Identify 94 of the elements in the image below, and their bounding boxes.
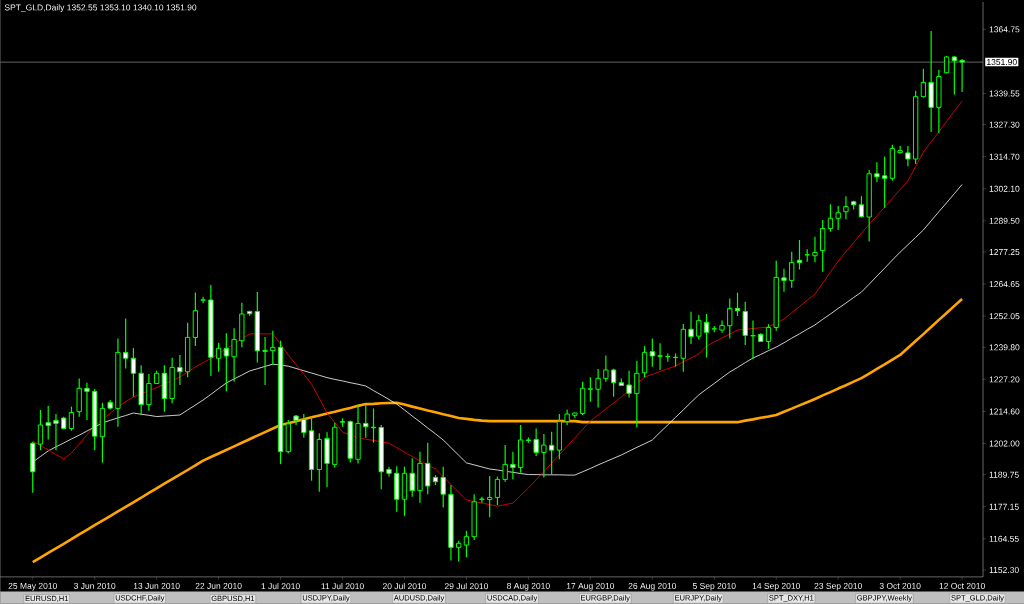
candlestick [76, 377, 82, 418]
y-tick-label: 1302.10 [989, 185, 1020, 192]
candlestick [827, 203, 834, 233]
candlestick [200, 296, 206, 304]
candlestick [626, 370, 632, 399]
candlestick [53, 413, 59, 451]
candlestick [262, 336, 268, 386]
y-tick-label: 1364.75 [989, 26, 1020, 33]
x-tick-label: 23 Sep 2010 [814, 582, 862, 591]
candlestick [703, 313, 710, 359]
candlestick [270, 330, 276, 366]
y-tick-label: 1252.05 [989, 313, 1020, 320]
y-tick-label: 1189.75 [989, 471, 1019, 478]
x-tick-label: 1 Jul 2010 [261, 582, 300, 590]
x-tick-label: 12 Oct 2010 [939, 582, 985, 589]
candlestick [959, 58, 965, 93]
candlestick [812, 236, 818, 263]
candlestick [130, 347, 137, 398]
candlestick [641, 345, 648, 379]
x-tick-label: 11 Jul 2010 [321, 582, 364, 590]
candlestick [409, 457, 415, 498]
x-tick-label: 22 Jun 2010 [195, 582, 242, 589]
y-tick-label: 1289.50 [989, 217, 1020, 224]
candlestick [440, 466, 446, 509]
candlestick [487, 475, 493, 518]
x-tick-label: 29 Jul 2010 [444, 582, 489, 590]
ref-line-label: 1351.90 [987, 59, 1017, 66]
candlestick [231, 327, 237, 383]
x-tick-label: 20 Jul 2010 [382, 582, 427, 590]
candlestick [37, 409, 44, 451]
y-tick-label: 1264.65 [989, 281, 1020, 288]
candlestick [742, 301, 748, 346]
candlestick [603, 354, 609, 383]
y-tick-label: 1227.20 [989, 376, 1020, 383]
candlestick [843, 195, 849, 220]
x-tick-label: 8 Aug 2010 [507, 582, 550, 591]
y-tick-label: 1214.60 [989, 408, 1020, 415]
candlestick [657, 342, 663, 371]
candlestick [820, 219, 826, 273]
candlestick [363, 404, 369, 439]
candlestick [456, 540, 462, 563]
candlestick [587, 376, 594, 403]
y-tick-label: 1152.30 [989, 567, 1019, 574]
candlestick [541, 433, 547, 479]
candlestick [425, 442, 431, 495]
candlestick [502, 444, 508, 483]
y-tick-label: 1177.15 [989, 503, 1019, 510]
candlestick [858, 195, 865, 219]
candlestick [610, 368, 617, 398]
candlestick [750, 320, 756, 360]
candlestick [68, 406, 75, 432]
candlestick [463, 530, 470, 558]
candlestick [146, 373, 152, 412]
candlestick [533, 427, 539, 457]
candlestick [688, 311, 694, 345]
candlestick [45, 405, 51, 441]
candlestick [696, 314, 702, 341]
y-tick-label: 1164.55 [989, 535, 1019, 542]
candlestick [123, 318, 129, 370]
candlestick [835, 205, 841, 231]
candlestick [649, 337, 655, 368]
x-tick-label: 26 Aug 2010 [628, 582, 677, 591]
y-tick-label: 1314.70 [989, 153, 1020, 160]
x-tick-label: 3 Oct 2010 [879, 582, 921, 589]
y-tick-label: 1277.25 [989, 249, 1020, 256]
y-tick-label: 1327.30 [989, 121, 1020, 128]
chart-title: SPT_GLD,Daily 1352.55 1353.10 1340.10 1351.90 [4, 4, 197, 13]
y-tick-label: 1339.55 [989, 90, 1020, 97]
candlestick [951, 55, 958, 96]
y-tick-label: 1202.00 [989, 440, 1020, 447]
x-tick-label: 13 Jun 2010 [133, 582, 180, 589]
x-tick-label: 5 Sep 2010 [692, 582, 736, 591]
candlestick [874, 161, 880, 183]
candlestick [301, 413, 307, 439]
candlestick [84, 382, 90, 421]
x-tick-label: 17 Aug 2010 [566, 582, 615, 591]
candlestick [727, 297, 733, 340]
candlestick [781, 268, 787, 293]
candlestick [920, 68, 927, 99]
candlestick [177, 354, 183, 386]
candlestick [479, 496, 485, 504]
x-tick-label: 25 May 2010 [8, 582, 57, 591]
candlestick [881, 155, 888, 209]
candlestick [215, 342, 222, 373]
candlestick [789, 251, 795, 289]
y-tick-label: 1239.80 [989, 344, 1020, 351]
x-tick-label: 3 Jun 2010 [73, 582, 116, 589]
candlestick [223, 332, 230, 393]
candlestick [595, 368, 601, 409]
candlestick [765, 323, 772, 350]
x-tick-label: 14 Sep 2010 [752, 582, 800, 591]
candlestick [634, 360, 640, 429]
candlestick [905, 145, 911, 167]
candlestick [494, 476, 501, 506]
